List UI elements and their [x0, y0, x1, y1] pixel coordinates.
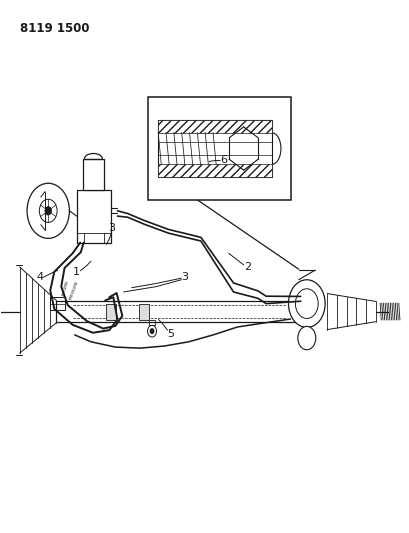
- Bar: [158, 120, 272, 177]
- Bar: [50, 297, 64, 310]
- Bar: [158, 165, 272, 177]
- Circle shape: [297, 326, 315, 350]
- Bar: [139, 304, 148, 319]
- Text: PRESSURE: PRESSURE: [69, 280, 80, 301]
- Text: 1: 1: [73, 267, 80, 277]
- Bar: [76, 190, 111, 243]
- Bar: [148, 320, 155, 325]
- Bar: [158, 120, 272, 133]
- Bar: [148, 97, 290, 200]
- Text: 5: 5: [166, 329, 173, 340]
- Text: RETURN: RETURN: [61, 279, 69, 296]
- Bar: [106, 304, 116, 319]
- Circle shape: [45, 207, 51, 215]
- Text: 3: 3: [181, 272, 188, 282]
- Circle shape: [150, 328, 154, 334]
- Text: 3: 3: [108, 223, 115, 233]
- Circle shape: [288, 280, 324, 327]
- Text: 4: 4: [36, 272, 43, 282]
- Text: 6: 6: [219, 156, 226, 165]
- Text: 2: 2: [244, 262, 251, 271]
- Text: 8119 1500: 8119 1500: [20, 21, 89, 35]
- Bar: [83, 159, 104, 190]
